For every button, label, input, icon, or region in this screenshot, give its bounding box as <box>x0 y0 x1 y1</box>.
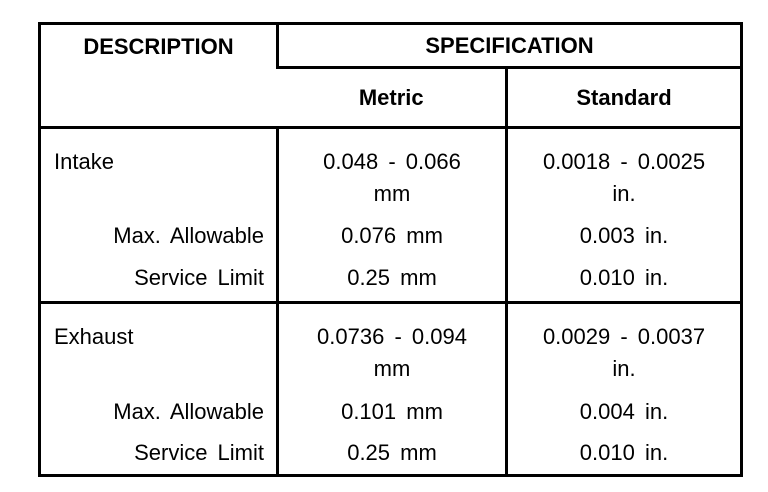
row-label-service-limit: Service Limit <box>134 265 264 291</box>
row-label-service-limit: Service Limit <box>134 440 264 466</box>
exhaust-max-allowable-metric-value: 0.101 mm <box>276 390 507 433</box>
exhaust-service-limit-standard-value: 0.010 in. <box>504 432 742 476</box>
intake-group: Intake 0.048 - 0.066 mm 0.0018 - 0.0025 … <box>39 127 742 303</box>
row-label-exhaust: Exhaust <box>54 324 134 349</box>
row-label-max-allowable: Max. Allowable <box>113 398 264 424</box>
column-header-specification: SPECIFICATION <box>275 23 742 69</box>
table-row-intake-max-allowable: Max. Allowable 0.076 mm 0.003 in. <box>40 215 742 256</box>
intake-max-allowable-standard-value: 0.003 in. <box>504 215 742 256</box>
header-row-top: DESCRIPTION SPECIFICATION <box>39 23 742 129</box>
column-header-standard: Standard <box>504 67 742 129</box>
exhaust-group: Exhaust 0.0736 - 0.094 mm 0.0029 - 0.003… <box>40 302 742 476</box>
exhaust-standard-value: 0.0029 - 0.0037 in. <box>504 302 742 391</box>
intake-metric-value: 0.048 - 0.066 mm <box>276 127 507 216</box>
table-row-intake: Intake 0.048 - 0.066 mm 0.0018 - 0.0025 … <box>40 127 742 216</box>
intake-service-limit-standard-value: 0.010 in. <box>504 255 742 303</box>
table-header: DESCRIPTION SPECIFICATION Metric Standar… <box>39 23 742 129</box>
specification-table: DESCRIPTION SPECIFICATION Metric Standar… <box>38 22 744 477</box>
exhaust-metric-value: 0.0736 - 0.094 mm <box>276 302 507 391</box>
exhaust-service-limit-metric-value: 0.25 mm <box>276 432 507 476</box>
table-row-intake-service-limit: Service Limit 0.25 mm 0.010 in. <box>40 255 742 303</box>
row-label-intake: Intake <box>54 149 114 174</box>
exhaust-max-allowable-standard-value: 0.004 in. <box>504 390 742 433</box>
intake-service-limit-metric-value: 0.25 mm <box>276 255 507 303</box>
table-row-exhaust-max-allowable: Max. Allowable 0.101 mm 0.004 in. <box>40 390 742 433</box>
intake-standard-value: 0.0018 - 0.0025 in. <box>504 127 742 216</box>
table-row-exhaust-service-limit: Service Limit 0.25 mm 0.010 in. <box>40 432 742 476</box>
intake-max-allowable-metric-value: 0.076 mm <box>276 215 507 256</box>
table-row-exhaust: Exhaust 0.0736 - 0.094 mm 0.0029 - 0.003… <box>40 302 742 391</box>
row-label-max-allowable: Max. Allowable <box>113 222 264 248</box>
column-header-description: DESCRIPTION <box>39 23 278 129</box>
column-header-metric: Metric <box>277 67 507 129</box>
header-row-sub: Metric Standard <box>40 67 742 129</box>
